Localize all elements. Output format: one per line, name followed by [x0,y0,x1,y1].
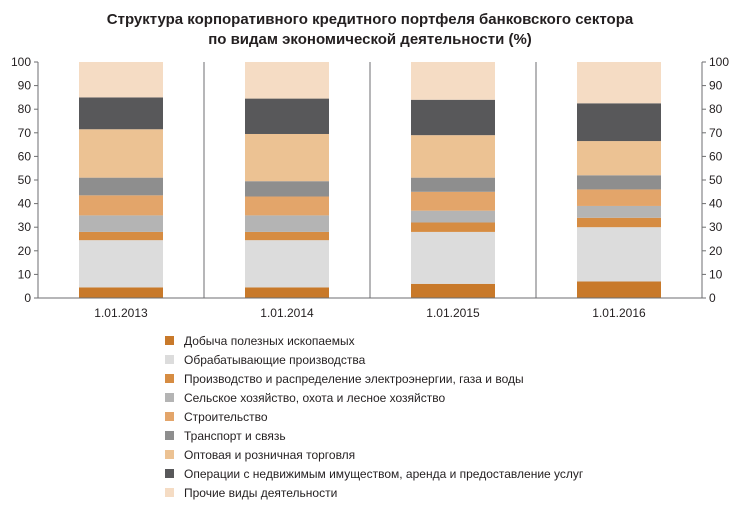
bar-segment-3-8 [411,99,495,136]
bar-segment-2-4 [245,215,329,232]
bar-segment-4-5 [577,189,661,206]
bar-segment-1-5 [79,195,163,216]
y-tick-label-left: 0 [24,291,31,305]
bar-segment-1-2 [79,240,163,288]
legend-swatch [165,431,174,440]
bar-segment-2-2 [245,240,329,288]
bar-segment-4-2 [577,227,661,282]
legend-item: Транспорт и связь [165,426,583,445]
y-tick-label-right: 100 [709,55,729,69]
bar-segment-4-6 [577,175,661,190]
bar-segment-2-1 [245,287,329,298]
x-tick-label: 1.01.2014 [260,306,314,320]
bar-segment-3-3 [411,222,495,232]
bar-segment-3-4 [411,210,495,223]
bar-segment-4-8 [577,103,661,142]
bar-segment-1-6 [79,177,163,196]
y-tick-label-right: 0 [709,291,716,305]
legend-item: Сельское хозяйство, охота и лесное хозяй… [165,388,583,407]
y-tick-label-left: 40 [18,197,32,211]
y-tick-label-right: 90 [709,79,723,93]
x-tick-label: 1.01.2013 [94,306,148,320]
legend-label: Сельское хозяйство, охота и лесное хозяй… [184,390,446,405]
y-tick-label-right: 20 [709,244,723,258]
bar-segment-1-8 [79,97,163,130]
bar-segment-1-4 [79,215,163,232]
bar-segment-1-7 [79,129,163,178]
stacked-bar-chart: 1.01.2013 1.01.2014 1.01.2015 1.01.2016 0 0 10… [11,55,729,320]
y-tick-label-right: 40 [709,197,723,211]
legend-item: Обрабатывающие производства [165,350,583,369]
y-tick-label-right: 50 [709,173,723,187]
legend-label: Оптовая и розничная торговля [184,447,356,462]
chart-title: Структура корпоративного кредитного порт… [0,10,740,50]
y-tick-label-left: 30 [18,220,32,234]
y-tick-label-left: 60 [18,149,32,163]
legend-swatch [165,469,174,478]
y-tick-label-left: 50 [18,173,32,187]
legend-item: Оптовая и розничная торговля [165,445,583,464]
legend-label: Производство и распределение электроэнер… [184,371,524,386]
bar-segment-3-7 [411,135,495,178]
bar-segment-3-1 [411,283,495,298]
legend-label: Обрабатывающие производства [184,352,366,367]
legend-swatch [165,336,174,345]
bar-segment-1-9 [79,62,163,98]
bar-segment-2-7 [245,133,329,182]
bar-segment-2-9 [245,62,329,99]
legend-swatch [165,412,174,421]
y-tick-label-right: 80 [709,102,723,116]
bar-segment-4-3 [577,217,661,228]
y-tick-label-left: 10 [18,267,32,281]
bar-segment-4-7 [577,141,661,176]
chart-title-line-2: по видам экономической деятельности (%) [208,31,532,48]
y-tick-label-left: 70 [18,126,32,140]
legend-item: Добыча полезных ископаемых [165,331,583,350]
y-tick-label-right: 70 [709,126,723,140]
y-tick-label-right: 30 [709,220,723,234]
bar-segment-2-6 [245,181,329,197]
bar-segment-1-3 [79,231,163,241]
legend-swatch [165,450,174,459]
legend-label: Прочие виды деятельности [184,485,338,500]
bar-segment-3-6 [411,177,495,192]
bar-segment-3-5 [411,191,495,211]
y-tick-label-left: 20 [18,244,32,258]
legend-swatch [165,488,174,497]
bar-segment-2-5 [245,196,329,216]
y-tick-label-left: 80 [18,102,32,116]
y-tick-label-right: 10 [709,267,723,281]
legend-item: Строительство [165,407,583,426]
bar-segment-4-9 [577,62,661,104]
chart-title-line-1: Структура корпоративного кредитного порт… [106,11,634,28]
legend-label: Строительство [184,409,268,424]
y-tick-label-left: 90 [18,79,32,93]
legend-swatch [165,355,174,364]
bar-segment-3-2 [411,231,495,284]
legend-label: Операции с недвижимым имуществом, аренда… [184,466,584,481]
x-tick-label: 1.01.2015 [426,306,480,320]
bar-segment-2-8 [245,98,329,134]
legend-swatch [165,393,174,402]
bar-segment-1-1 [79,287,163,298]
bar-segment-3-9 [411,62,495,100]
y-tick-label-left: 100 [11,55,31,69]
legend-item: Производство и распределение электроэнер… [165,369,583,388]
bar-segment-4-4 [577,205,661,218]
bar-segment-4-1 [577,281,661,298]
bar-segment-2-3 [245,231,329,241]
y-tick-label-right: 60 [709,149,723,163]
legend-item: Прочие виды деятельности [165,483,583,502]
legend-label: Транспорт и связь [184,428,286,443]
x-tick-label: 1.01.2016 [592,306,646,320]
legend-label: Добыча полезных ископаемых [184,333,355,348]
chart-legend: Добыча полезных ископаемых Обрабатывающие… [165,331,583,502]
legend-swatch [165,374,174,383]
legend-item: Операции с недвижимым имуществом, аренда… [165,464,583,483]
